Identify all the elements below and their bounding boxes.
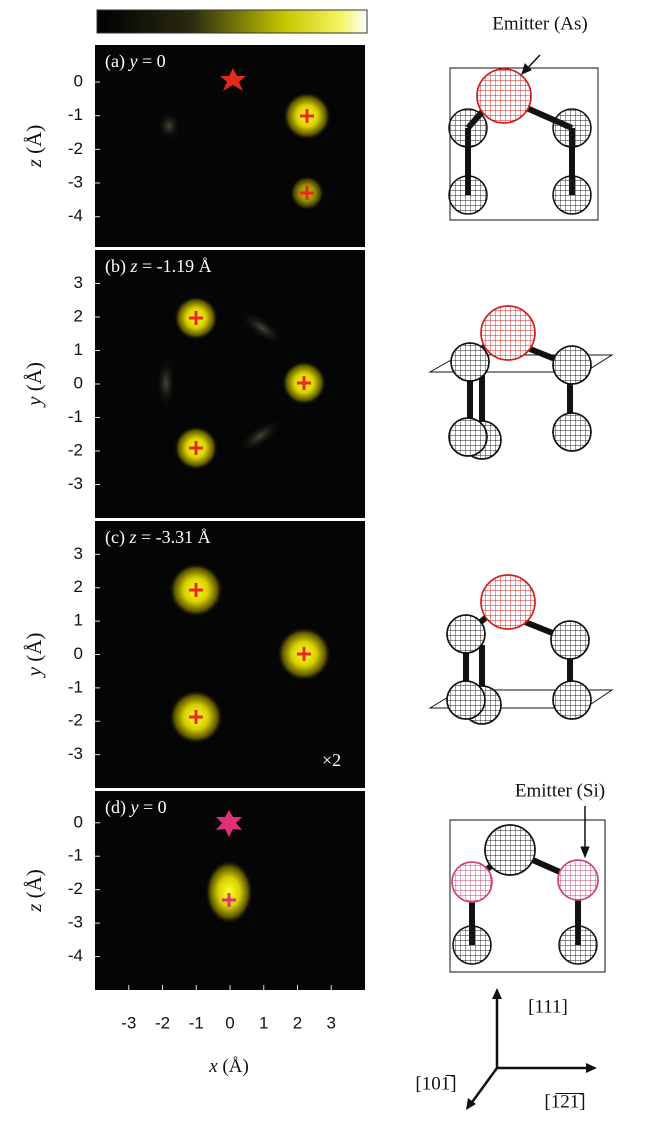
direction-label: [101̅] — [415, 1073, 456, 1094]
panel-index: (b) — [105, 256, 126, 277]
x-tick-label: 1 — [259, 1013, 268, 1032]
emitter-star — [220, 68, 246, 91]
y-tick-label: 0 — [74, 812, 83, 831]
axis-unit: (Å) — [22, 125, 46, 154]
y-tick-label: -1 — [68, 846, 83, 865]
cross — [222, 893, 236, 907]
y-tick-label: -1 — [68, 407, 83, 426]
axis-var: z — [22, 159, 46, 168]
spot — [156, 357, 176, 409]
panel-var: y — [127, 51, 137, 71]
panel-var: z — [130, 256, 138, 276]
y-tick-label: 0 — [74, 72, 83, 91]
y-tick-label: -1 — [68, 677, 83, 696]
x-tick-label: -2 — [155, 1013, 170, 1032]
y-axis-label: y (Å) — [22, 362, 46, 408]
panel-index: (c) — [105, 527, 125, 548]
axis-unit: (Å) — [22, 633, 46, 662]
cross — [300, 109, 314, 200]
y-tick-label: -4 — [68, 206, 83, 225]
panel-value: = 0 — [142, 51, 166, 71]
emitter-label: Emitter (As) — [492, 13, 588, 34]
scale-note: ×2 — [322, 750, 341, 770]
x-tick-label: -3 — [121, 1013, 136, 1032]
models — [428, 54, 614, 1110]
y-tick-label: -1 — [68, 105, 83, 124]
y-tick-label: 3 — [74, 544, 83, 563]
panel-var: z — [128, 527, 136, 547]
y-tick-label: 0 — [74, 644, 83, 663]
panel-label: (d) y = 0 — [105, 797, 167, 818]
panel-var: y — [129, 797, 139, 817]
y-tick-label: -3 — [68, 474, 83, 493]
panel-index: (a) — [105, 51, 125, 72]
axis-var: y — [22, 666, 46, 678]
y-tick-label: 2 — [74, 306, 83, 325]
y-axis-label: y (Å) — [22, 633, 46, 679]
y-tick-label: -2 — [68, 139, 83, 158]
panel-value: = 0 — [143, 797, 167, 817]
axis-unit: (Å) — [22, 362, 46, 391]
spot — [239, 310, 285, 346]
y-axis-label: z (Å) — [22, 125, 46, 169]
y-tick-label: -2 — [68, 440, 83, 459]
y-tick-label: 2 — [74, 577, 83, 596]
direction-label: [1̅2̅1̅] — [544, 1091, 585, 1112]
axis-var: z — [22, 904, 46, 913]
x-tick-label: 0 — [225, 1013, 234, 1032]
spot — [205, 860, 253, 924]
cross — [189, 583, 311, 724]
y-tick-label: -3 — [68, 173, 83, 192]
y-tick-label: 1 — [74, 611, 83, 630]
x-axis-label: x (Å) — [208, 1056, 249, 1077]
panels — [95, 45, 365, 990]
y-tick-label: 0 — [74, 373, 83, 392]
y-tick-label: -2 — [68, 879, 83, 898]
axis-unit: (Å) — [22, 869, 46, 898]
emitter-star — [216, 810, 242, 837]
panel-label: (b) z = -1.19 Å — [105, 256, 212, 277]
cross — [189, 311, 311, 455]
y-tick-label: 1 — [74, 340, 83, 359]
y-tick-label: 3 — [74, 273, 83, 292]
y-tick-label: -3 — [68, 744, 83, 763]
spot — [157, 111, 181, 141]
axis-var: x — [208, 1056, 218, 1077]
y-axis-label: z (Å) — [22, 869, 46, 913]
y-tick-label: -4 — [68, 946, 83, 965]
axis-unit: (Å) — [222, 1056, 248, 1077]
spot — [237, 418, 283, 454]
panel-index: (d) — [105, 797, 126, 818]
colorbar — [96, 9, 368, 34]
y-tick-label: -2 — [68, 711, 83, 730]
y-tick-label: -3 — [68, 913, 83, 932]
direction-label: [111] — [528, 996, 568, 1017]
panel-value: = -3.31 Å — [141, 527, 211, 547]
axis-var: y — [22, 396, 46, 408]
panel-label: (a) y = 0 — [105, 51, 166, 72]
x-tick-label: 3 — [327, 1013, 336, 1032]
x-tick-label: 2 — [293, 1013, 302, 1032]
x-tick-label: -1 — [189, 1013, 204, 1032]
emitter-label: Emitter (Si) — [515, 780, 605, 801]
panel-label: (c) z = -3.31 Å — [105, 527, 211, 548]
panel-value: = -1.19 Å — [142, 256, 212, 276]
